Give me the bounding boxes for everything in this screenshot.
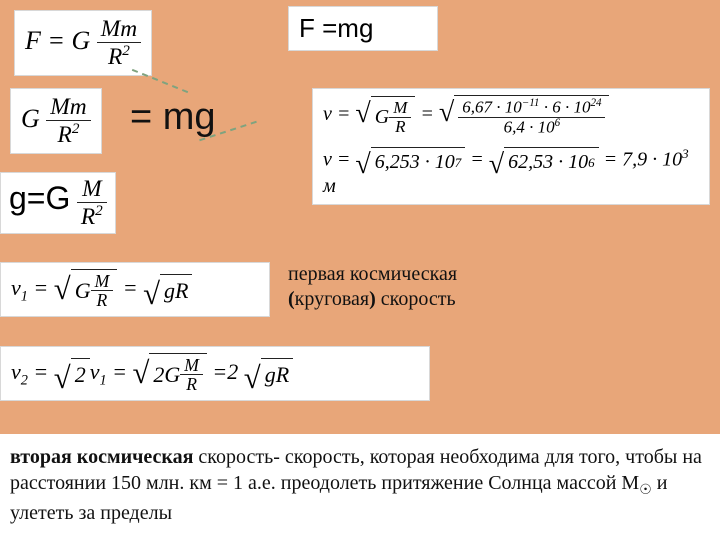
formula-gmm: G Mm R2 [10,88,102,154]
formula-v1: v1 = √ G M R = √ gR [0,262,270,317]
formula-gravity-law: F = G Mm R2 [14,10,152,76]
dashed-connector-1 [132,69,188,93]
formula-v2: v2 = √2v1 = √ 2G M R =2 √ gR [0,346,430,401]
label-v1: первая космическая (круговая) скорость [288,262,568,312]
paragraph-v2-description: вторая космическая скорость- скорость, к… [0,434,720,540]
formula-g: g=G M R2 [0,172,116,234]
sym-F: F [25,26,41,55]
formula-v-numeric: v = √ G M R = √ 6,67 · 10−11 · 6 · 1024 … [312,88,710,205]
eq-mg-text: = mg [130,96,216,139]
formula-f-mg: F =mg [288,6,438,51]
